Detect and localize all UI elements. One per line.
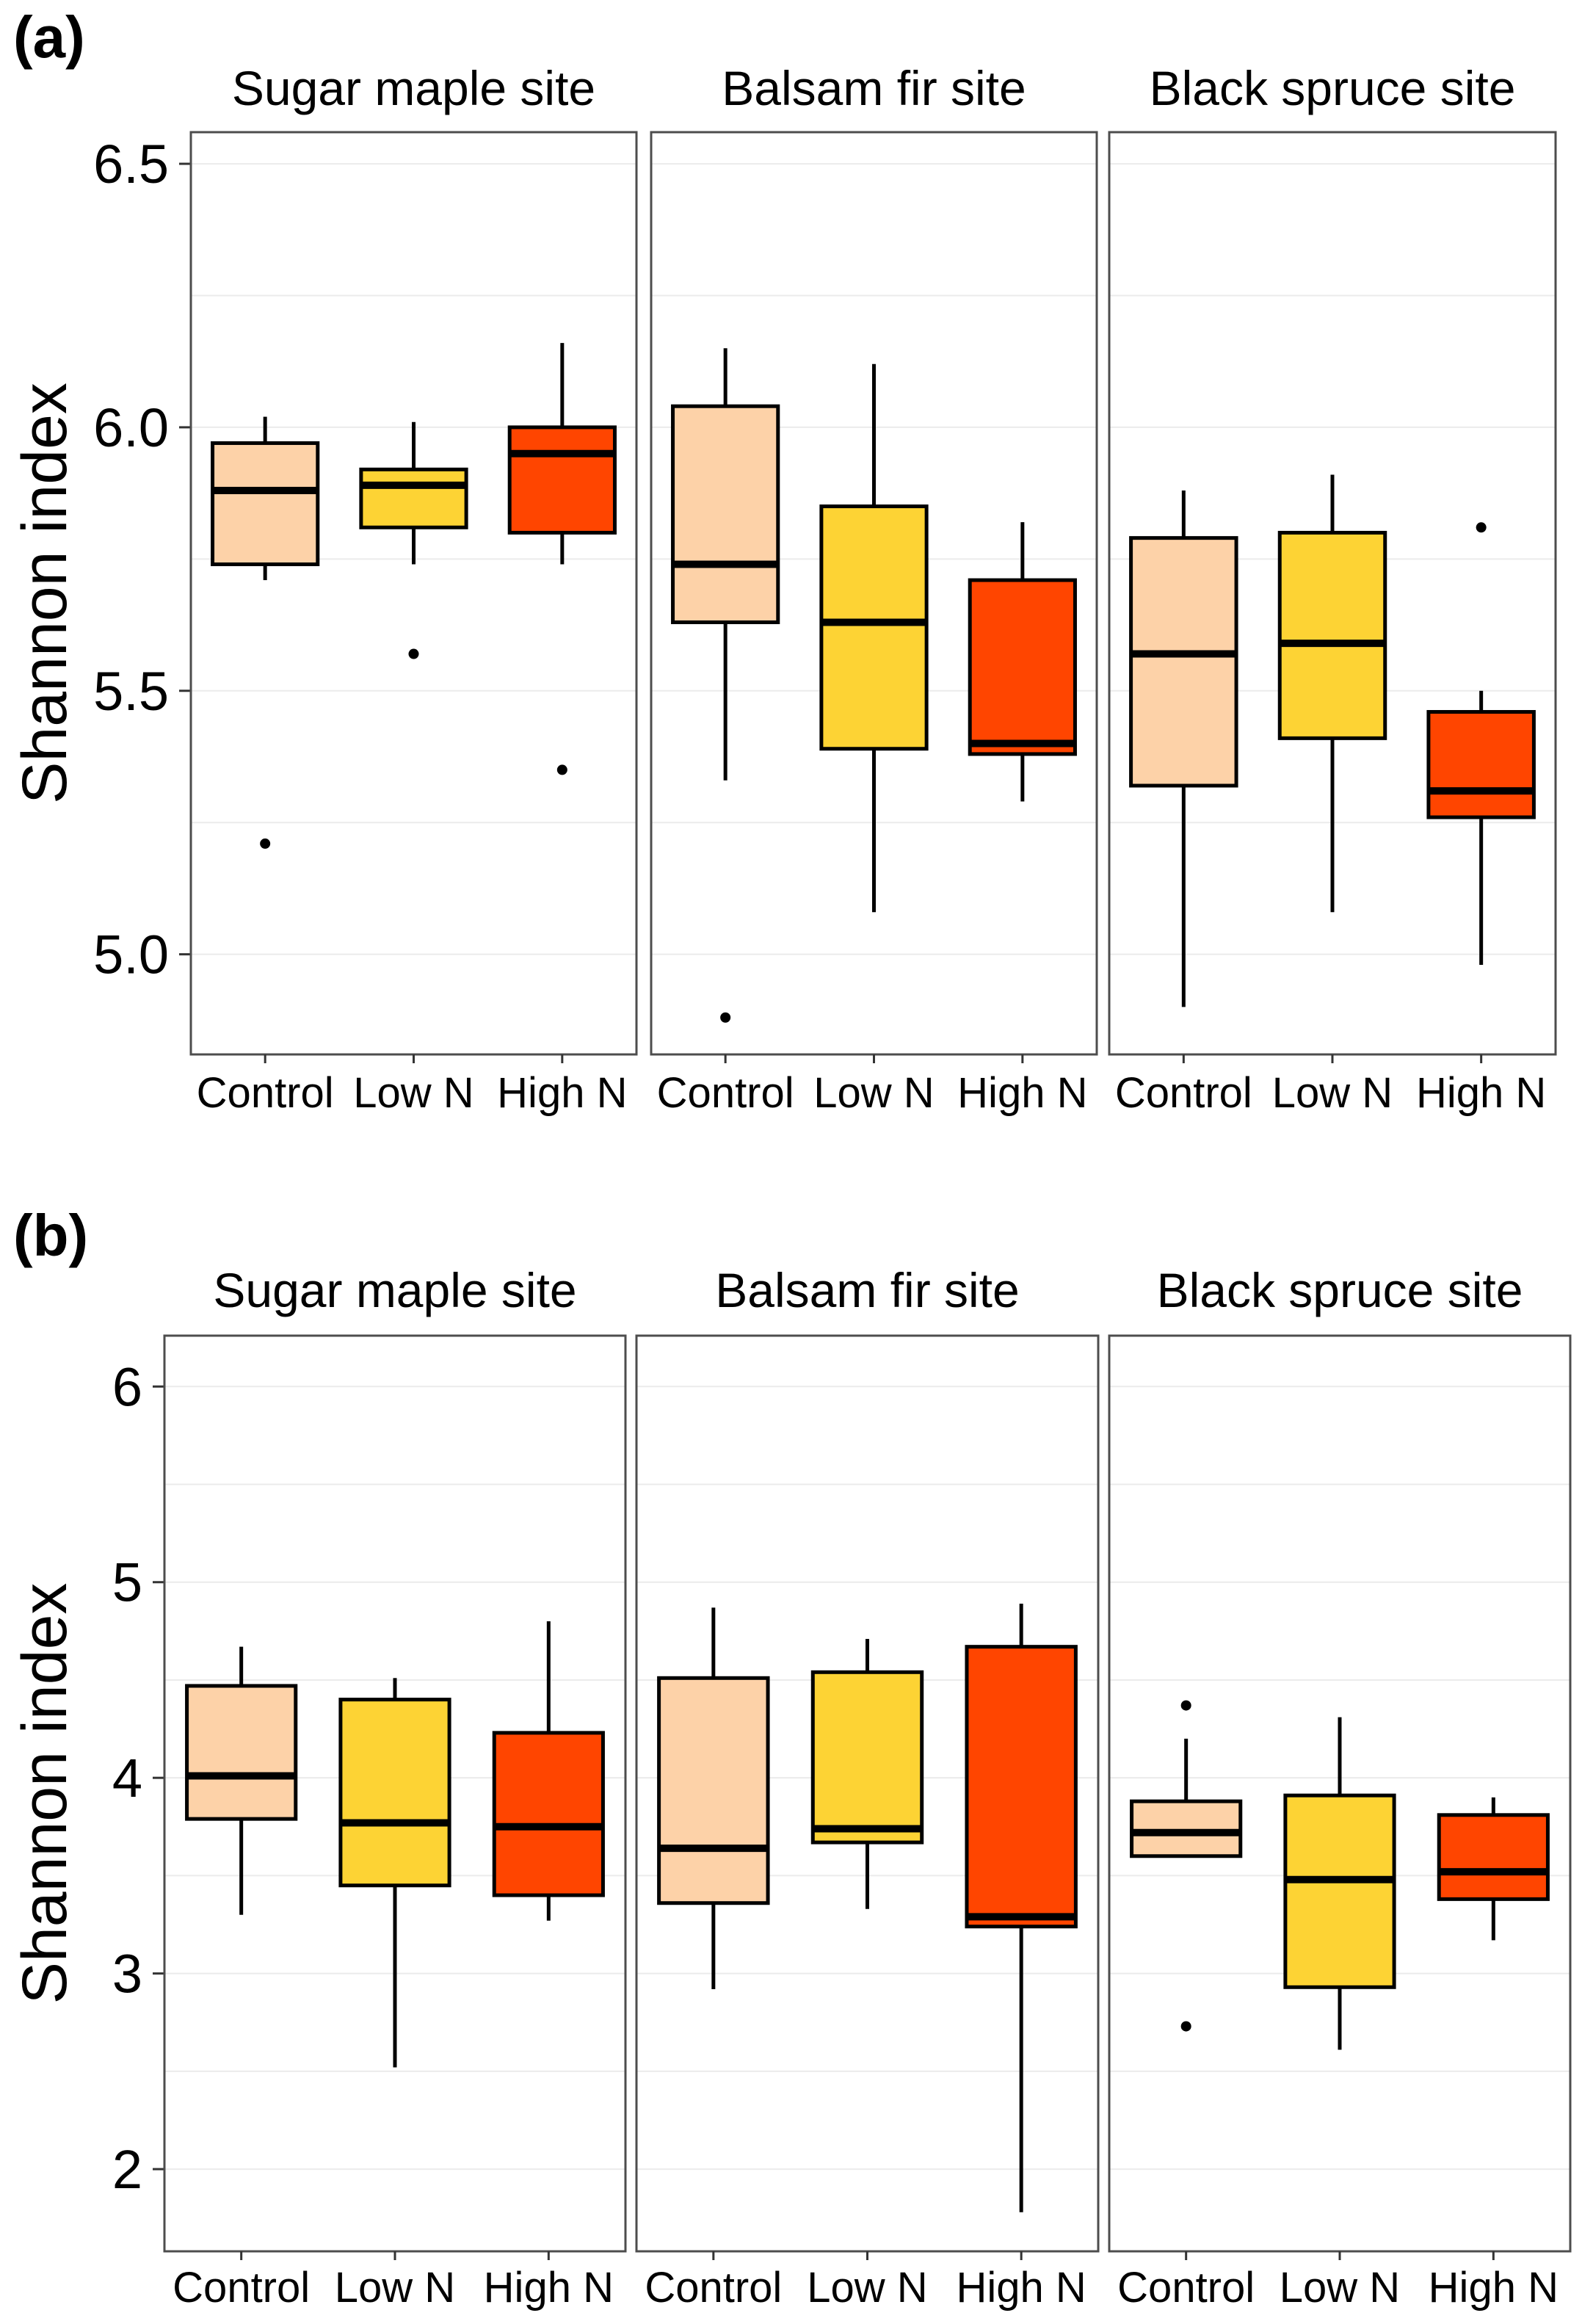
facet-panel: Sugar maple site Control Low N High N [189,61,638,1117]
x-tick-label: High N [957,1069,1087,1117]
panel-frame [189,131,638,1056]
figure-label: (a) [13,4,85,70]
x-tick-label: High N [957,2264,1086,2312]
x-tick-label: Low N [813,1069,934,1117]
outlier-point [1180,2021,1191,2032]
outlier-point [260,838,271,849]
facet-panel: Balsam fir site Control Low N High N [650,61,1098,1117]
x-tick-label: Low N [353,1069,473,1117]
box-high-n [1437,1797,1550,1941]
y-axis-label: Shannon index [10,1583,80,2005]
y-tick-label: 3 [112,1944,142,2005]
box-control [1129,490,1238,1007]
box-body [819,504,929,751]
box-body [810,1670,924,1845]
x-tick-label: High N [1416,1069,1546,1117]
x-tick-label: Low N [1272,1069,1393,1117]
box-low-n [1283,1717,1396,2050]
box-body [492,1731,605,1897]
box-body [1426,709,1536,819]
box-control [1130,1700,1243,2032]
box-body [1437,1813,1550,1901]
box-control [671,348,780,1023]
box-body [965,1645,1078,1929]
x-tick-label: Low N [1280,2264,1400,2312]
facet-title: Balsam fir site [715,1263,1019,1317]
facet-panel: Sugar maple site Control Low N High N [163,1263,627,2312]
x-tick-label: Control [197,1069,334,1117]
x-tick-label: Control [173,2264,310,2312]
box-high-n [492,1621,605,1921]
x-tick-label: High N [497,1069,627,1117]
x-tick-label: High N [484,2264,614,2312]
box-body [968,578,1077,756]
box-high-n [507,343,617,775]
box-body [338,1698,451,1888]
outlier-point [720,1012,731,1023]
box-body [1130,1799,1243,1858]
box-control [211,416,320,849]
y-tick-label: 2 [112,2139,142,2200]
outlier-point [556,764,567,775]
facet-panel: Black spruce site Control Low N High N [1108,1263,1572,2312]
x-tick-label: High N [1429,2264,1559,2312]
facet-title: Balsam fir site [722,61,1026,115]
box-high-n [968,522,1077,802]
y-tick-label: 6.0 [93,397,169,458]
figure-label: (b) [13,1203,88,1268]
x-tick-label: Control [645,2264,782,2312]
box-low-n [359,421,468,659]
x-tick-label: Control [1115,1069,1252,1117]
y-tick-label: 5.0 [93,924,169,985]
box-control [657,1607,770,1989]
x-tick-label: Low N [807,2264,927,2312]
box-low-n [1277,474,1387,913]
box-body [671,404,780,624]
chart-a: (a) Shannon index 5.0 5.5 6.0 6.5 Sugar maple … [10,4,1557,1117]
x-tick-label: Control [1117,2264,1255,2312]
chart-b: (b) Shannon index 2 3 4 5 6 Sugar maple site Con… [10,1203,1572,2312]
y-tick-label: 6 [112,1356,142,1417]
outlier-point [408,648,419,659]
box-low-n [810,1639,924,1909]
box-low-n [338,1678,451,2068]
box-body [359,467,468,529]
x-tick-label: Low N [335,2264,455,2312]
facet-panel: Black spruce site Control Low N High N [1108,61,1557,1117]
facet-panel: Balsam fir site Control Low N High N [635,1263,1100,2312]
box-control [185,1646,298,1915]
facet-title: Sugar maple site [213,1263,576,1317]
box-body [1283,1793,1396,1989]
box-body [657,1676,770,1905]
facet-title: Black spruce site [1150,61,1516,115]
box-body [185,1684,298,1821]
box-body [211,441,320,567]
y-tick-label: 4 [112,1748,142,1809]
outlier-point [1180,1700,1191,1711]
facet-title: Black spruce site [1157,1263,1523,1317]
y-tick-label: 5 [112,1552,142,1613]
box-low-n [819,363,929,913]
y-tick-label: 6.5 [93,134,169,195]
box-body [507,425,617,535]
outlier-point [1476,522,1487,533]
facet-title: Sugar maple site [232,61,595,115]
box-high-n [1426,522,1536,965]
x-tick-label: Control [657,1069,794,1117]
box-body [1277,530,1387,740]
box-body [1129,536,1238,788]
box-high-n [965,1604,1078,2212]
y-tick-label: 5.5 [93,661,169,722]
y-axis-label: Shannon index [10,383,80,804]
